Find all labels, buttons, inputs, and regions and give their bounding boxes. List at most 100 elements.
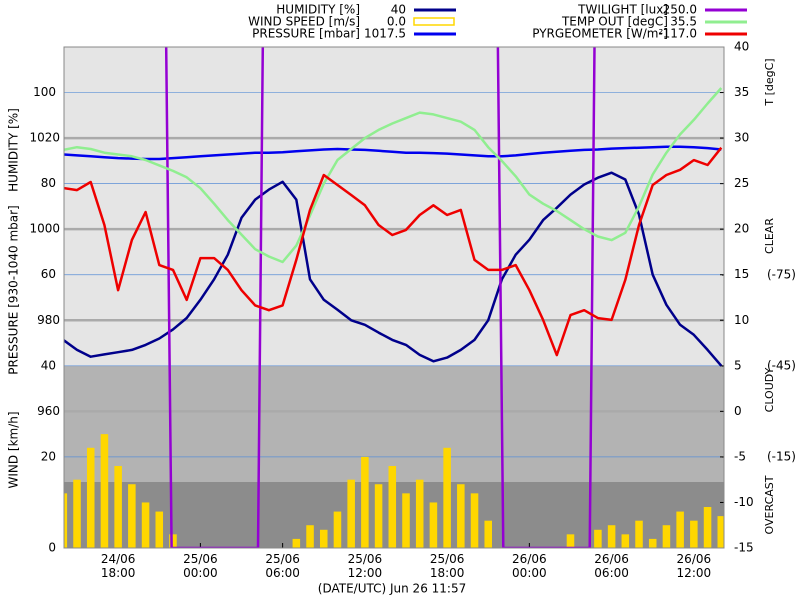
sky-label: CLEAR	[763, 218, 776, 254]
x-tick-label: 25/06 00:00	[183, 552, 218, 580]
y-axis-label: PRESSURE [930-1040 mbar]	[7, 205, 21, 374]
x-tick-label: 25/06 18:00	[430, 552, 465, 580]
y4-tick-label: (-45)	[767, 359, 796, 373]
x-tick-label-date: 25/06	[183, 552, 218, 566]
legend-label: TEMP OUT [degC]	[561, 15, 668, 29]
wind-bar	[100, 434, 109, 548]
x-tick-label: 26/06 12:00	[677, 552, 712, 580]
y-tick-label: 100	[33, 85, 56, 99]
wind-bar	[443, 447, 451, 548]
sky-label: CLOUDY	[763, 367, 776, 412]
x-tick-label-time: 12:00	[348, 566, 383, 580]
wind-bar	[703, 507, 712, 548]
legend-swatch	[413, 17, 455, 26]
y2-tick-label: 0	[734, 404, 742, 418]
y2-tick-label: 40	[734, 40, 749, 54]
x-tick-label-time: 00:00	[183, 566, 218, 580]
plot-frame	[63, 46, 725, 549]
y-axis-label: HUMIDITY [%]	[7, 108, 21, 192]
x-tick-label: 26/06 00:00	[512, 552, 547, 580]
wind-bar	[306, 525, 314, 548]
wind-bar	[676, 511, 684, 548]
y2-tick-label: 25	[734, 176, 749, 190]
x-tick-label-date: 25/06	[430, 552, 465, 566]
legend-value: 0.0	[387, 15, 406, 29]
y-tick-label: 0	[48, 541, 56, 555]
wind-bar	[470, 493, 479, 548]
cloudy-band	[64, 366, 724, 482]
marks	[64, 47, 724, 548]
series-line	[64, 146, 723, 357]
y3-tick-label: 960	[37, 404, 60, 418]
y-tick-label: 60	[41, 267, 56, 281]
legend-value: 40	[391, 3, 406, 17]
y2-tick-label: -5	[734, 449, 746, 463]
wind-bar	[594, 529, 602, 548]
legend-label: TWILIGHT [lux]	[577, 3, 668, 17]
x-tick-label-time: 00:00	[512, 566, 547, 580]
x-tick-label-date: 26/06	[677, 552, 712, 566]
y-axis-label: WIND [km/h]	[7, 411, 21, 488]
x-tick-label-date: 25/06	[348, 552, 383, 566]
wind-bar	[429, 502, 438, 548]
x-tick-label-time: 12:00	[677, 566, 712, 580]
legend-label: HUMIDITY [%]	[276, 3, 360, 17]
wind-bar	[690, 520, 698, 548]
legend-value: 250.0	[663, 3, 697, 17]
wind-bar	[484, 520, 493, 548]
x-axis-label: (DATE/UTC) Jun 26 11:57	[318, 582, 466, 596]
wind-bar	[621, 534, 630, 548]
wind-bar	[717, 516, 724, 548]
sky-label: OVERCAST	[763, 475, 776, 534]
y4-tick-label: (-75)	[767, 268, 796, 282]
wind-bar	[64, 493, 68, 548]
y2-tick-label: 30	[734, 131, 749, 145]
y2-tick-label: -15	[734, 541, 754, 555]
wind-bar	[607, 525, 616, 548]
x-tick-label: 24/06 18:00	[101, 552, 136, 580]
y2-tick-label: 15	[734, 267, 749, 281]
legend: HUMIDITY [%] 40 WIND SPEED [m/s] 0.0 PRESSUR…	[248, 3, 747, 41]
clear-band	[64, 47, 724, 366]
x-tick-label-date: 26/06	[594, 552, 629, 566]
x-tick-label: 26/06 06:00	[594, 552, 629, 580]
wind-bar	[169, 534, 177, 548]
wind-bar	[402, 493, 410, 548]
wind-bar	[374, 484, 383, 548]
y3-tick-label: 1000	[29, 222, 60, 236]
wind-bar	[648, 538, 657, 548]
x-tick-label-time: 18:00	[101, 566, 136, 580]
legend-label: WIND SPEED [m/s]	[248, 15, 360, 29]
wind-bar	[566, 534, 575, 548]
y2-tick-label: 20	[734, 222, 749, 236]
y2-tick-label: 35	[734, 85, 749, 99]
x-tick-label-date: 26/06	[512, 552, 547, 566]
legend-label: PYRGEOMETER [W/m²]	[532, 27, 668, 41]
y-tick-label: 40	[41, 358, 56, 372]
y2-axis-label: T [degC]	[763, 58, 776, 106]
y4-tick-label: (-15)	[767, 450, 796, 464]
y-tick-label: 80	[41, 176, 56, 190]
y3-tick-label: 980	[37, 313, 60, 327]
series-line	[64, 145, 722, 161]
wind-bar	[457, 484, 465, 548]
x-tick-label-time: 18:00	[430, 566, 465, 580]
y2-tick-label: 5	[734, 358, 742, 372]
wind-bar	[114, 466, 122, 548]
wind-bar	[86, 447, 95, 548]
series-line	[64, 87, 723, 264]
x-tick-label-date: 24/06	[101, 552, 136, 566]
wind-bar	[415, 479, 424, 548]
x-tick-label-time: 06:00	[265, 566, 300, 580]
y-tick-label: 20	[41, 449, 56, 463]
wind-bar	[73, 479, 81, 548]
wind-bar	[635, 520, 643, 548]
wind-bar	[292, 538, 301, 548]
legend-label: PRESSURE [mbar]	[252, 27, 360, 41]
wind-bar	[155, 511, 164, 548]
legend-value: 35.5	[670, 15, 697, 29]
x-tick-label-date: 25/06	[265, 552, 300, 566]
y2-tick-label: 10	[734, 313, 749, 327]
y2-tick-label: -10	[734, 495, 754, 509]
